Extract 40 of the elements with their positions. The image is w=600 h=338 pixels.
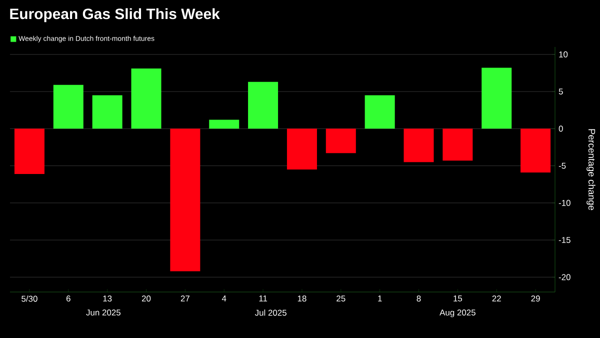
bar bbox=[404, 128, 434, 162]
text: Aug 2025 bbox=[440, 310, 476, 318]
text: Jun 2025 bbox=[86, 310, 120, 316]
x-tick-label: 11 bbox=[259, 296, 268, 302]
x-tick-label: 15 bbox=[454, 296, 462, 302]
x-tick-label: 29 bbox=[531, 296, 540, 302]
x-tick-label: 22 bbox=[492, 296, 501, 302]
x-tick-label: 5/30 bbox=[22, 296, 38, 302]
x-tick-label: 4 bbox=[222, 296, 226, 302]
bar bbox=[53, 84, 84, 129]
bar bbox=[286, 128, 317, 170]
x-tick-label: 6 bbox=[66, 296, 70, 302]
x-tick-label: 8 bbox=[416, 296, 421, 302]
y-tick-label: -15 bbox=[558, 237, 570, 243]
x-tick-label: 18 bbox=[298, 296, 306, 302]
x-tick-label: 13 bbox=[103, 296, 112, 302]
y-axis-title: Percentage change bbox=[586, 129, 596, 210]
x-tick-label: 25 bbox=[336, 296, 346, 302]
x-tick-label: 1 bbox=[378, 296, 382, 302]
bar bbox=[364, 95, 395, 129]
bar bbox=[209, 120, 240, 129]
y-tick-label: -10 bbox=[558, 200, 570, 206]
y-tick-label: 10 bbox=[559, 51, 568, 58]
bar bbox=[14, 128, 44, 174]
bar bbox=[520, 128, 551, 172]
text: Jul 2025 bbox=[254, 310, 286, 316]
y-tick-label: 5 bbox=[558, 88, 563, 94]
y-tick-label: 0 bbox=[558, 126, 563, 132]
bar bbox=[326, 128, 356, 154]
bar bbox=[442, 128, 473, 161]
bar bbox=[170, 128, 200, 272]
y-tick-label: -20 bbox=[558, 274, 570, 280]
y-tick-label: -5 bbox=[558, 162, 566, 169]
bar bbox=[92, 95, 122, 129]
x-tick-label: 27 bbox=[180, 296, 190, 302]
x-tick-label: 20 bbox=[142, 296, 151, 302]
chart-title: European Gas Slid This Week bbox=[10, 8, 220, 22]
bar bbox=[131, 68, 162, 129]
bar bbox=[248, 82, 278, 129]
bar bbox=[482, 68, 512, 129]
